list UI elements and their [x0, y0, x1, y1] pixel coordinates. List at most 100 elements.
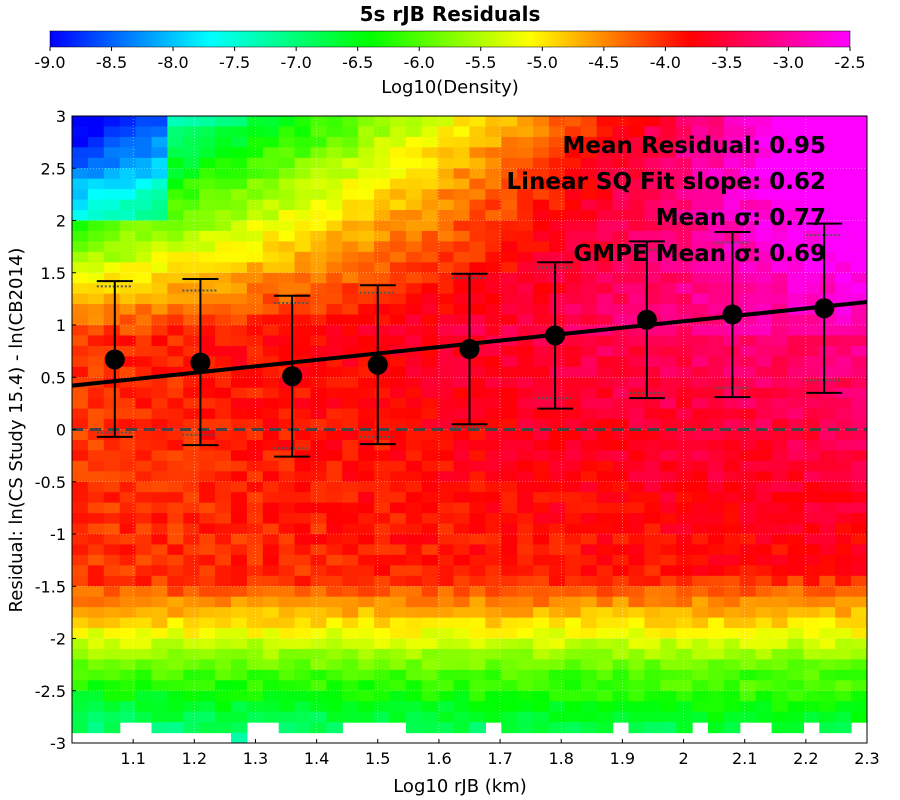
- heatmap-cell: [421, 669, 439, 681]
- heatmap-cell: [135, 429, 153, 441]
- heatmap-cell: [390, 230, 407, 242]
- heatmap-cell: [580, 377, 598, 389]
- heatmap-cell: [469, 325, 486, 337]
- heatmap-cell: [72, 157, 89, 169]
- heatmap-cell: [342, 230, 359, 242]
- heatmap-cell: [771, 492, 789, 504]
- heatmap-cell: [231, 628, 248, 640]
- heatmap-cell: [628, 147, 645, 159]
- heatmap-cell: [103, 534, 121, 546]
- heatmap-cell: [533, 126, 550, 138]
- heatmap-cell: [390, 262, 407, 274]
- heatmap-cell: [771, 387, 789, 399]
- heatmap-cell: [87, 178, 105, 190]
- heatmap-cell: [549, 157, 566, 169]
- heatmap-cell: [231, 460, 248, 472]
- heatmap-cell: [564, 534, 582, 546]
- heatmap-cell: [278, 220, 296, 232]
- heatmap-cell: [278, 617, 296, 629]
- heatmap-cell: [374, 157, 391, 169]
- heatmap-cell: [485, 534, 502, 546]
- heatmap-cell: [612, 335, 630, 347]
- heatmap-cell: [533, 168, 550, 180]
- heatmap-cell: [390, 523, 407, 535]
- heatmap-cell: [469, 251, 486, 263]
- heatmap-cell: [453, 398, 471, 410]
- heatmap-cell: [72, 596, 89, 608]
- heatmap-cell: [326, 387, 343, 399]
- heatmap-cell: [421, 722, 439, 734]
- heatmap-cell: [167, 680, 184, 692]
- heatmap-cell: [135, 450, 153, 462]
- heatmap-cell: [819, 502, 836, 514]
- heatmap-cell: [453, 387, 471, 399]
- heatmap-cell: [390, 460, 407, 472]
- heatmap-cell: [771, 147, 789, 159]
- heatmap-cell: [549, 523, 566, 535]
- heatmap-cell: [374, 680, 391, 692]
- heatmap-cell: [405, 690, 423, 702]
- colorbar-ticks: -9.0 -8.5 -8.0 -7.5 -7.0 -6.5 -6.0 -5.5 -5.0 -4.5…: [34, 47, 866, 72]
- heatmap-cell: [326, 262, 343, 274]
- heatmap-cell: [358, 366, 375, 378]
- heatmap-cell: [851, 230, 867, 242]
- heatmap-cell: [215, 199, 232, 211]
- heatmap-cell: [787, 460, 804, 472]
- heatmap-cell: [549, 534, 566, 546]
- heatmap-cell: [421, 419, 439, 431]
- heatmap-cell: [151, 596, 168, 608]
- heatmap-cell: [421, 116, 439, 128]
- heatmap-cell: [421, 178, 439, 190]
- heatmap-cell: [342, 429, 359, 441]
- heatmap-cell: [692, 230, 709, 242]
- heatmap-cell: [390, 314, 407, 326]
- heatmap-cell: [119, 199, 137, 211]
- heatmap-cell: [342, 711, 359, 723]
- heatmap-cell: [183, 628, 200, 640]
- heatmap-cell: [660, 178, 677, 190]
- heatmap-cell: [851, 554, 867, 566]
- heatmap-cell: [103, 136, 121, 148]
- heatmap-cell: [310, 492, 327, 504]
- heatmap-cell: [564, 366, 582, 378]
- heatmap-cell: [533, 210, 550, 222]
- heatmap-cell: [580, 586, 598, 598]
- heatmap-cell: [87, 293, 105, 305]
- heatmap-cell: [421, 230, 439, 242]
- heatmap-cell: [326, 356, 343, 368]
- heatmap-cell: [215, 450, 232, 462]
- heatmap-cell: [72, 607, 89, 619]
- heatmap-cell: [119, 230, 137, 242]
- heatmap-cell: [612, 377, 630, 389]
- heatmap-cell: [199, 648, 216, 660]
- heatmap-cell: [612, 356, 630, 368]
- heatmap-cell: [390, 210, 407, 222]
- heatmap-cell: [294, 439, 312, 451]
- heatmap-cell: [262, 293, 280, 305]
- heatmap-cell: [326, 325, 343, 337]
- heatmap-cell: [374, 136, 391, 148]
- heatmap-cell: [819, 199, 836, 211]
- heatmap-cell: [596, 439, 614, 451]
- heatmap-cell: [851, 607, 867, 619]
- colorbar-tick-label: -2.5: [834, 53, 865, 72]
- heatmap-cell: [437, 210, 455, 222]
- heatmap-cell: [628, 565, 645, 577]
- heatmap-cell: [771, 617, 789, 629]
- heatmap-cell: [199, 492, 216, 504]
- heatmap-cell: [278, 293, 296, 305]
- heatmap-cell: [262, 439, 280, 451]
- heatmap-cell: [660, 251, 677, 263]
- heatmap-cell: [215, 314, 232, 326]
- heatmap-cell: [596, 168, 614, 180]
- heatmap-cell: [771, 126, 789, 138]
- heatmap-cell: [708, 147, 725, 159]
- heatmap-cell: [771, 220, 789, 232]
- heatmap-cell: [374, 513, 391, 525]
- heatmap-cell: [72, 178, 89, 190]
- heatmap-cell: [835, 471, 852, 483]
- heatmap-cell: [517, 272, 534, 284]
- heatmap-cell: [135, 523, 153, 535]
- heatmap-cell: [135, 314, 153, 326]
- heatmap-cell: [549, 492, 566, 504]
